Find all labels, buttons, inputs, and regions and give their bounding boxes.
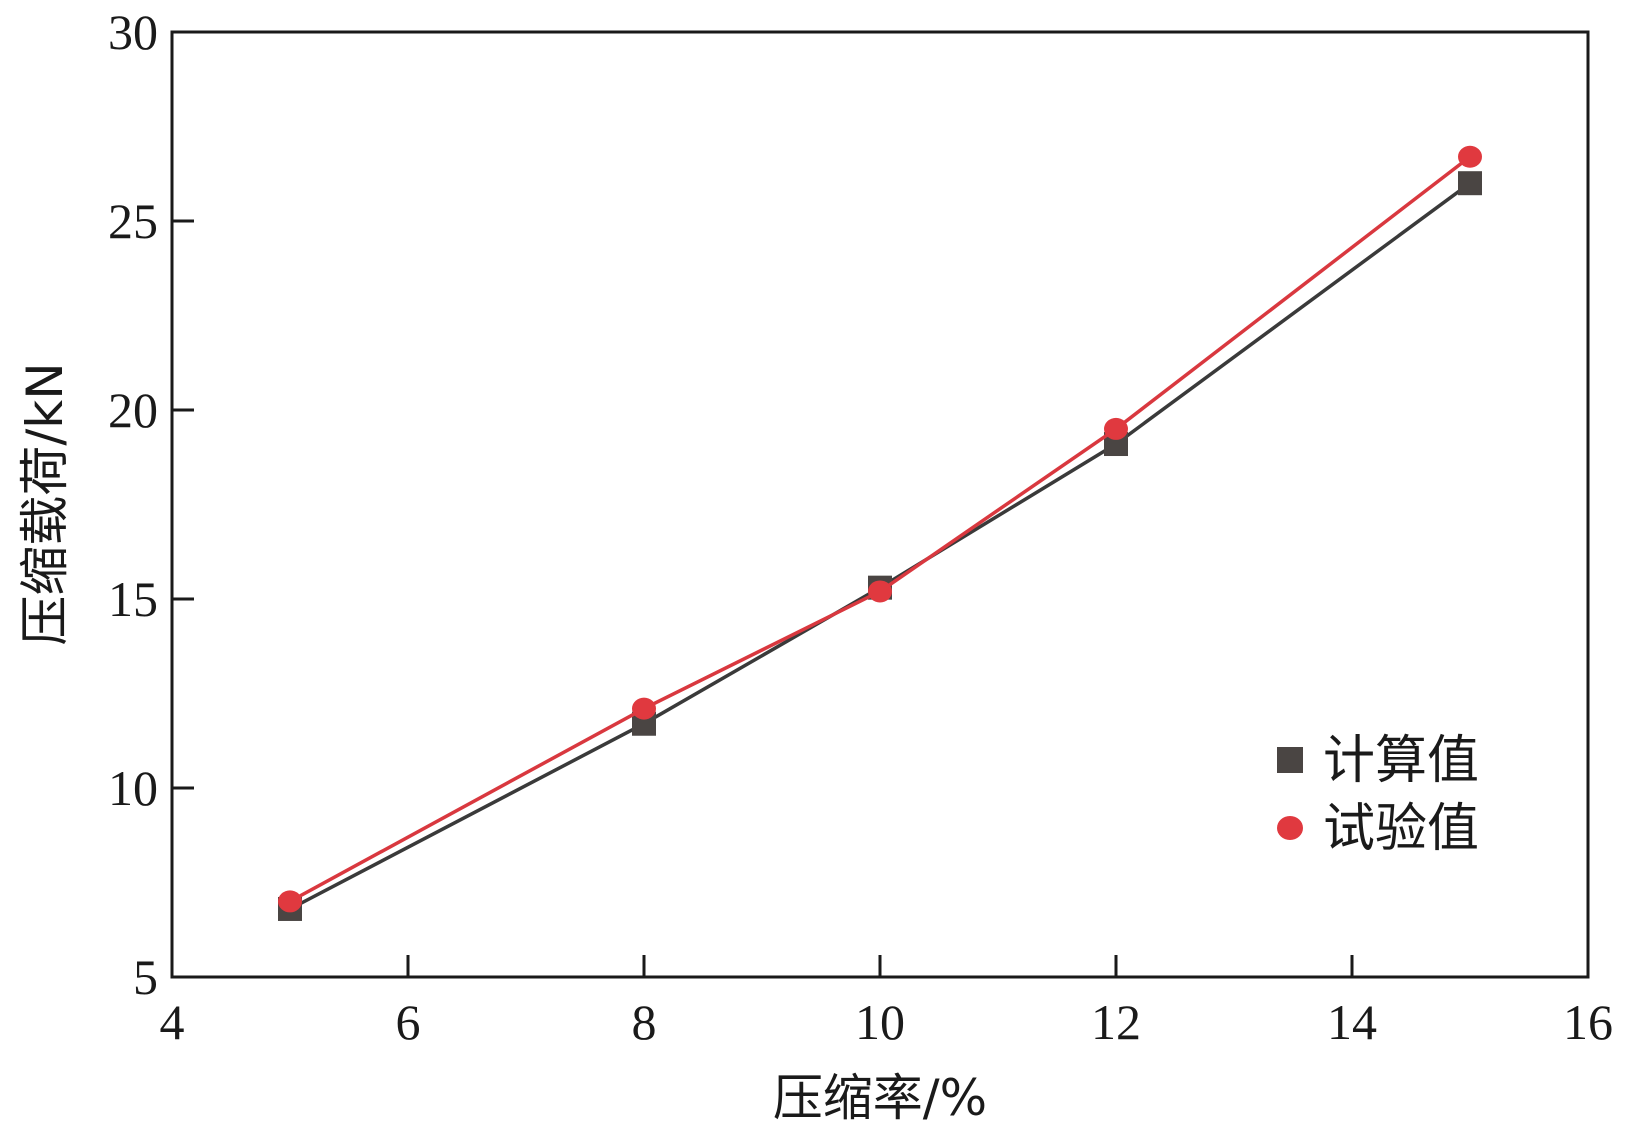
series-2	[278, 145, 1482, 913]
data-point	[632, 697, 656, 720]
axis-ticks	[172, 219, 1354, 977]
data-point	[1104, 417, 1128, 440]
x-tick-label: 16	[1563, 994, 1613, 1050]
x-tick-label: 14	[1327, 994, 1377, 1050]
y-tick-label: 5	[133, 949, 158, 1005]
legend-label: 试验值	[1323, 799, 1479, 859]
y-tick-label: 15	[108, 571, 158, 627]
y-tick-label: 25	[108, 193, 158, 249]
data-point	[1458, 171, 1482, 196]
series-line	[289, 155, 1472, 903]
data-point	[278, 890, 302, 913]
legend-marker	[1277, 747, 1303, 773]
axis-tick-labels: 4 6 8 10 12 14 16 5 10 15 20 25 30	[108, 4, 1613, 1050]
legend-marker	[1277, 816, 1303, 840]
legend-label: 计算值	[1323, 731, 1479, 791]
x-tick-label: 12	[1091, 994, 1141, 1050]
y-tick-label: 10	[108, 760, 158, 816]
x-tick-label: 8	[632, 994, 657, 1050]
x-tick-label: 10	[855, 994, 905, 1050]
series-layer	[278, 145, 1482, 921]
x-tick-label: 6	[396, 994, 421, 1050]
x-tick-label: 4	[160, 994, 185, 1050]
legend-item: 计算值	[1277, 731, 1479, 791]
legend-item: 试验值	[1277, 799, 1479, 859]
data-point	[1458, 145, 1482, 168]
data-point	[868, 580, 892, 603]
x-axis-title: 压缩率/%	[773, 1069, 987, 1127]
y-tick-label: 20	[108, 382, 158, 438]
y-axis-title: 压缩载荷/kN	[16, 362, 74, 645]
y-tick-label: 30	[108, 4, 158, 60]
